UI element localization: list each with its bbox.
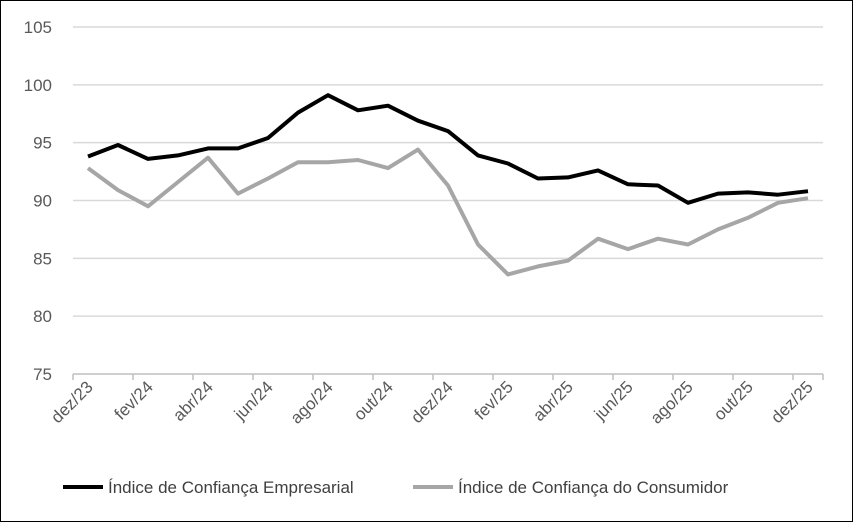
x-tick-label: out/25 [710,377,757,424]
x-tick-label: fev/25 [471,377,517,423]
y-tick-label: 95 [33,134,52,153]
x-tick-label: jun/24 [230,377,277,424]
legend-label-1: Índice de Confiança do Consumidor [458,478,729,497]
series-line-1 [86,147,809,277]
x-tick-label: abr/24 [169,377,217,425]
x-tick-label: ago/25 [647,377,697,427]
y-tick-label: 80 [33,307,52,326]
y-tick-label: 75 [33,365,52,384]
y-tick-label: 85 [33,249,52,268]
x-tick-label: out/24 [350,377,397,424]
x-tick-label: ago/24 [287,377,337,427]
y-tick-label: 90 [33,192,52,211]
x-tick-label: abr/25 [529,377,577,425]
x-tick-label: dez/24 [407,377,457,427]
legend-label-0: Índice de Confiança Empresarial [108,478,354,497]
y-tick-label: 100 [24,76,52,95]
x-tick-label: fev/24 [111,377,157,423]
x-tick-label: jun/25 [590,377,637,424]
y-tick-label: 105 [24,18,52,37]
x-tick-label: dez/23 [47,377,97,427]
series-line-0 [87,93,809,205]
x-tick-label: dez/25 [767,377,817,427]
